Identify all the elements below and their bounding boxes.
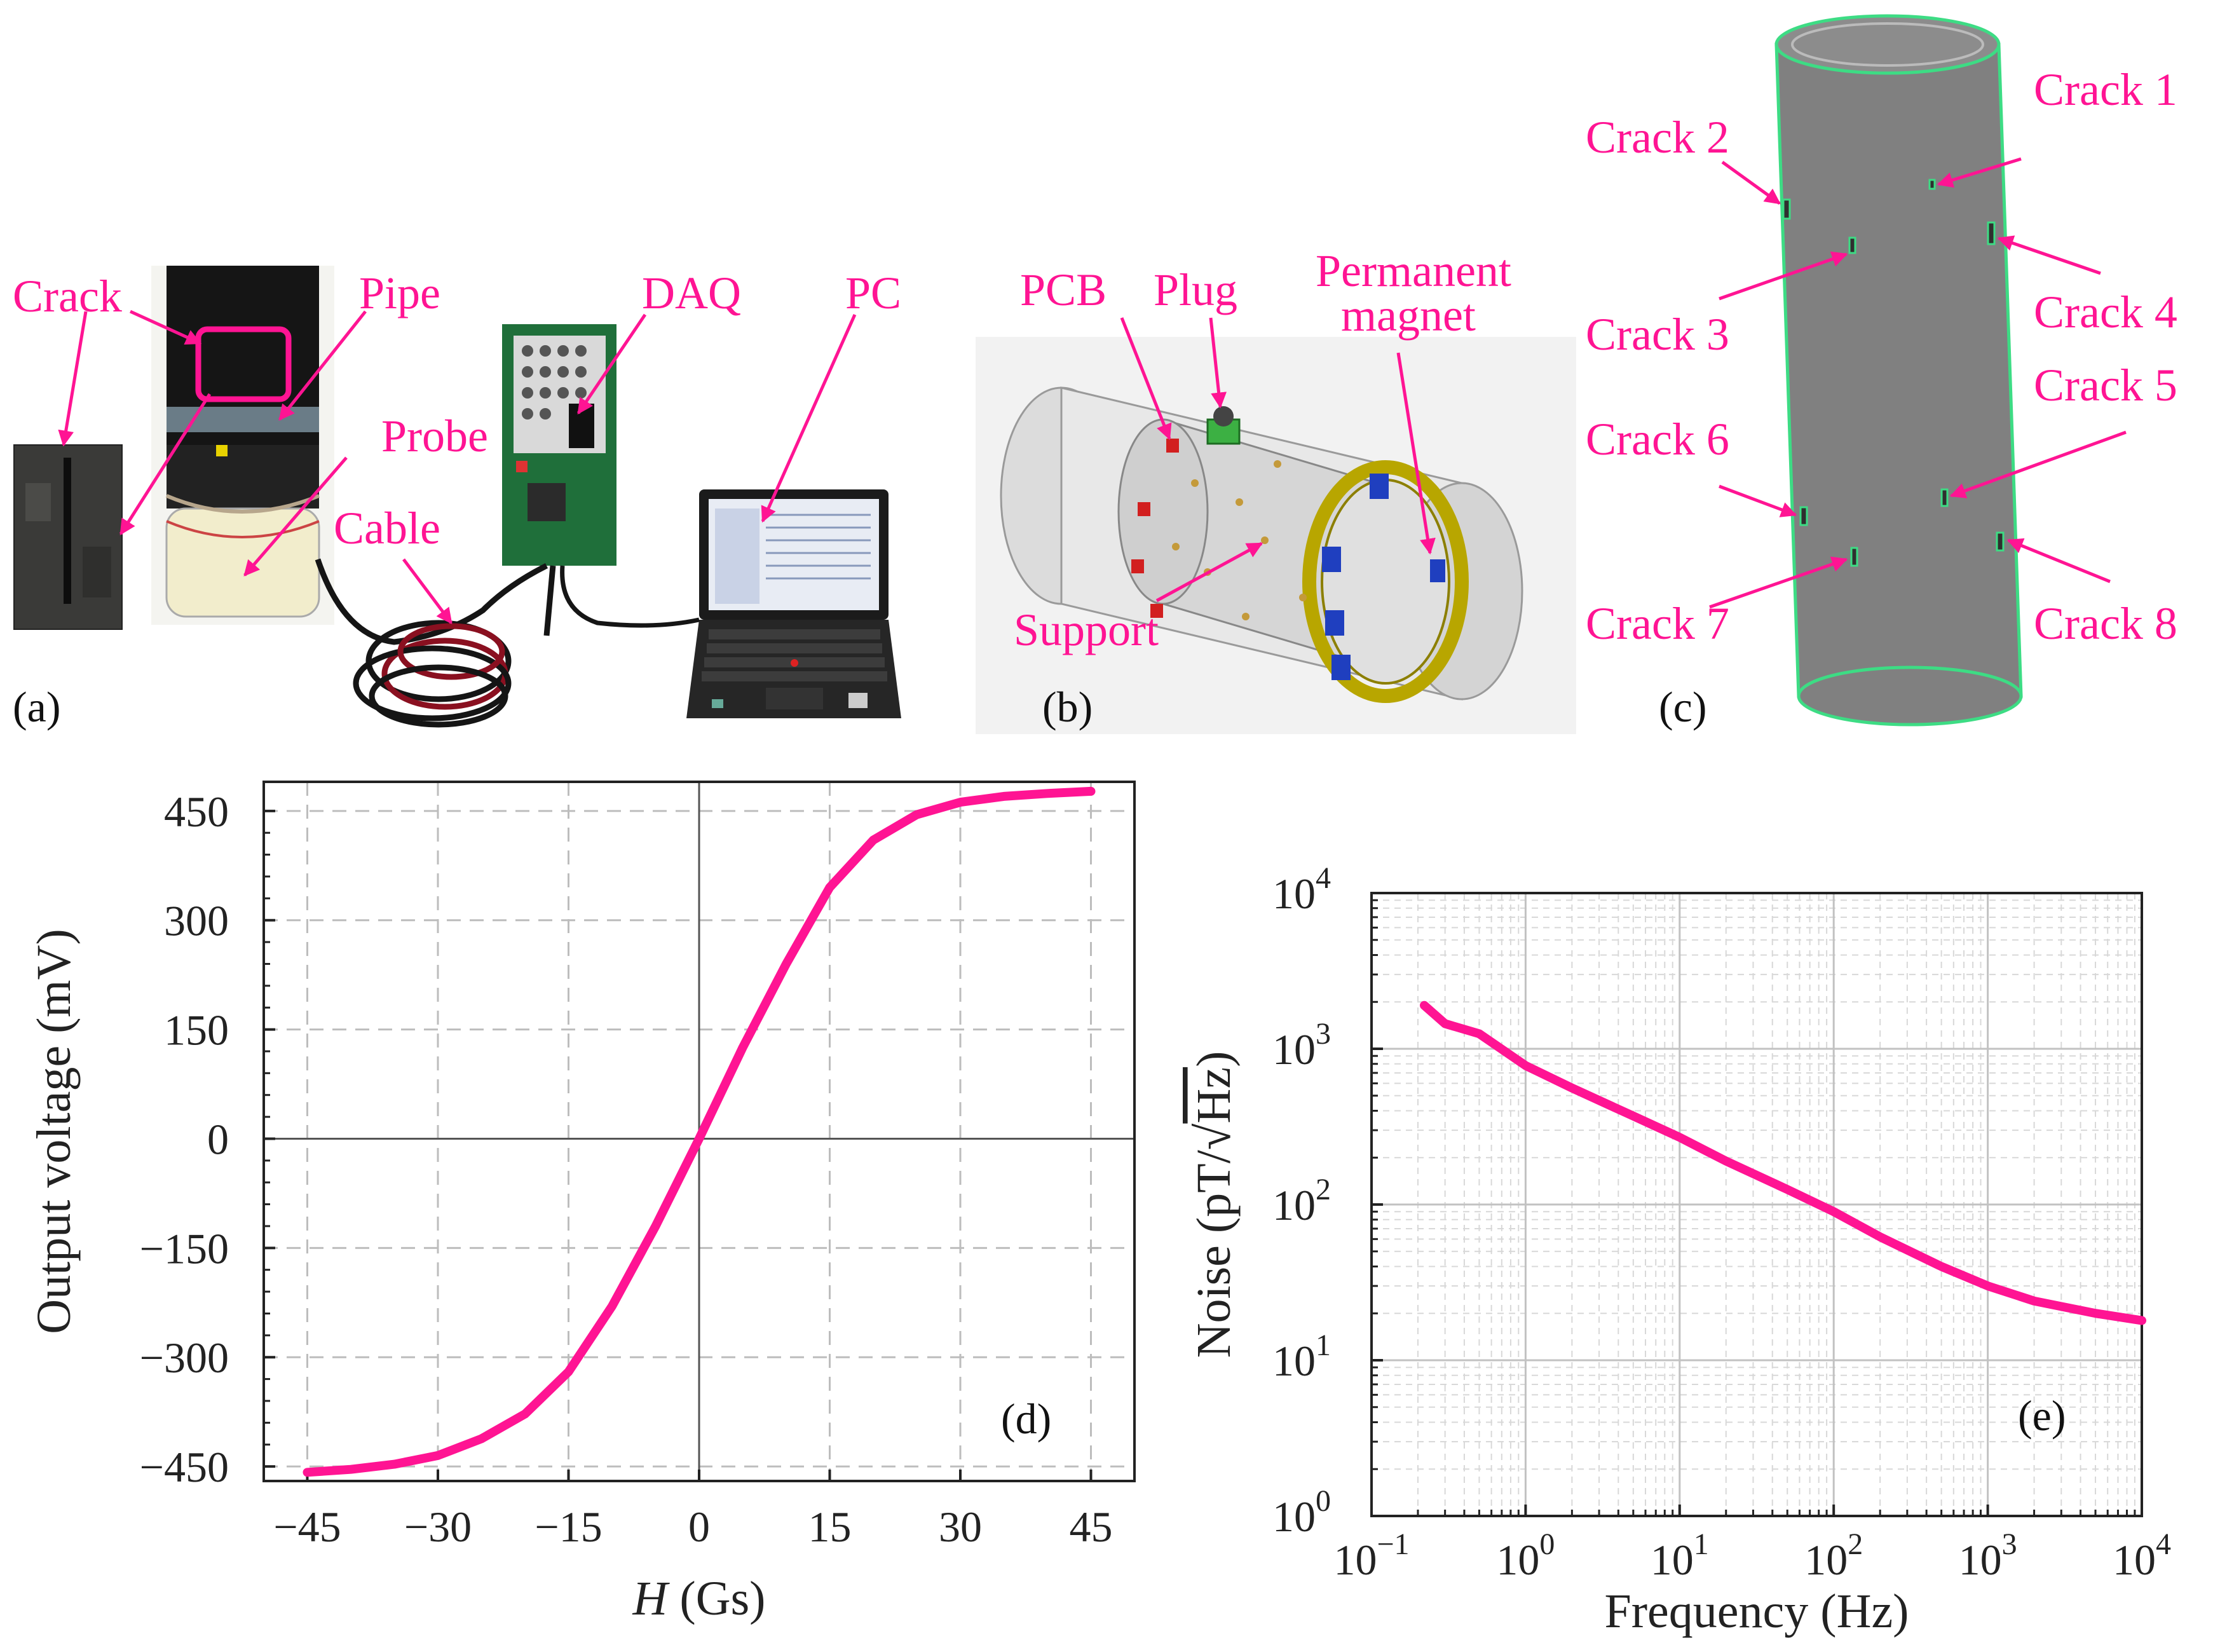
annotation-pipe: Pipe <box>359 268 440 318</box>
panel-b-label: (b) <box>1042 683 1093 731</box>
chart-output-voltage: −45 −30 −15 0 15 30 45 −450−300−1500150300450 … <box>27 781 1136 1625</box>
chart-d-y-ticks: −450 −300 −150 0 150 300 450 <box>140 788 275 1491</box>
chart-d-y-tick-label: 0 <box>207 1115 229 1163</box>
chart-d-x-label: H (Gs) <box>632 1572 766 1625</box>
crack-2-label: Crack 2 <box>1586 112 1729 163</box>
pipe-cylinder <box>1774 43 2023 698</box>
annotation-support: Support <box>1014 604 1159 655</box>
daq-photo <box>502 324 616 566</box>
crack-3-label: Crack 3 <box>1586 309 1729 360</box>
chart-d-x-tick-label: −30 <box>404 1503 472 1551</box>
pcb-sensors <box>1131 439 1179 618</box>
chart-e-y-label: Noise (pT/√Hz) <box>1187 1051 1241 1358</box>
chart-d-y-tick-label: 300 <box>164 897 229 945</box>
chart-d-x-tick-label: 15 <box>808 1503 852 1551</box>
crack-marks <box>1782 179 2005 567</box>
chart-d-x-tick-label: 0 <box>688 1503 710 1551</box>
chart-e-y-tick-label: 101 <box>1272 1328 1331 1385</box>
chart-e-x-tick-label: 10−1 <box>1333 1527 1409 1584</box>
chart-e-x-tick-label: 104 <box>2113 1527 2171 1584</box>
chart-d-x-tick-label: −15 <box>535 1503 602 1551</box>
chart-d-x-tick-label: 30 <box>939 1503 982 1551</box>
permanent-magnet-ring <box>1302 460 1469 703</box>
crack-6-label: Crack 6 <box>1586 414 1729 465</box>
chart-e-series-line <box>1420 1000 2146 1325</box>
chart-e-y-tick-label: 100 <box>1272 1484 1331 1541</box>
chart-e-x-tick-label: 100 <box>1496 1527 1555 1584</box>
laptop-photo <box>686 489 901 718</box>
chart-e-x-ticks: 10−1 100 101 102 103 104 <box>1333 1505 2171 1584</box>
chart-e-y-ticks: 100 101 102 103 104 <box>1272 861 1383 1541</box>
crack-5-label: Crack 5 <box>2034 360 2177 411</box>
chart-e-x-tick-label: 101 <box>1651 1527 1709 1584</box>
chart-d-y-tick-label: −300 <box>140 1334 229 1382</box>
chart-e-x-tick-label: 102 <box>1804 1527 1863 1584</box>
panel-b: PCB Plug Permanent magnet Support (b) <box>976 245 1576 734</box>
chart-d-x-tick-label: −45 <box>273 1503 341 1551</box>
panel-c-arrows <box>1709 157 2127 609</box>
annotation-crack: Crack <box>13 271 122 322</box>
chart-e-y-tick-label: 102 <box>1272 1173 1331 1229</box>
annotation-cable: Cable <box>334 503 440 554</box>
chart-d-grid <box>264 782 1134 1481</box>
chart-e-y-tick-label: 103 <box>1272 1017 1331 1074</box>
panel-a-label: (a) <box>13 683 60 731</box>
annotation-pcb: PCB <box>1020 264 1107 315</box>
panel-a: Crack Pipe Probe Cable DAQ PC (a) <box>13 266 901 731</box>
panel-c: Crack 1 Crack 2 Crack 3 Crack 4 Crack 5 … <box>1586 14 2177 731</box>
panel-a-arrows <box>58 310 857 624</box>
chart-d-y-tick-label: 450 <box>164 788 229 836</box>
chart-d-y-label: Output voltage (mV) <box>27 929 81 1334</box>
panel-e-label: (e) <box>2018 1391 2066 1440</box>
chart-d-y-tick-label: −450 <box>140 1443 229 1491</box>
crack-1-label: Crack 1 <box>2034 64 2177 115</box>
chart-d-y-tick-label: 150 <box>164 1006 229 1055</box>
crack-7-label: Crack 7 <box>1586 598 1729 649</box>
svg-text:Noise (pT/√Hz): Noise (pT/√Hz) <box>1187 1051 1241 1358</box>
annotation-daq: DAQ <box>642 268 741 318</box>
annotation-probe: Probe <box>381 411 488 461</box>
chart-e-x-label: Frequency (Hz) <box>1604 1585 1909 1638</box>
crack-8-label: Crack 8 <box>2034 598 2177 649</box>
crack-closeup-photo <box>13 444 123 630</box>
chart-d-x-ticks: −45 −30 −15 0 15 30 45 <box>273 1470 1113 1551</box>
panel-c-label: (c) <box>1659 683 1706 731</box>
chart-d-x-tick-label: 45 <box>1070 1503 1113 1551</box>
crack-4-label: Crack 4 <box>2034 287 2177 338</box>
chart-e-y-tick-label: 104 <box>1272 861 1331 918</box>
cable-coil <box>315 558 700 728</box>
panel-d-label: (d) <box>1001 1395 1051 1443</box>
panel-b-arrows <box>1120 317 1436 603</box>
chart-d-series-line <box>303 786 1096 1477</box>
annotation-plug: Plug <box>1154 264 1237 315</box>
chart-d-y-tick-label: −150 <box>140 1224 229 1273</box>
annotation-magnet: magnet <box>1341 290 1476 341</box>
annotation-permanent: Permanent <box>1316 245 1511 296</box>
annotation-pc: PC <box>845 268 901 318</box>
chart-e-x-tick-label: 103 <box>1959 1527 2017 1584</box>
